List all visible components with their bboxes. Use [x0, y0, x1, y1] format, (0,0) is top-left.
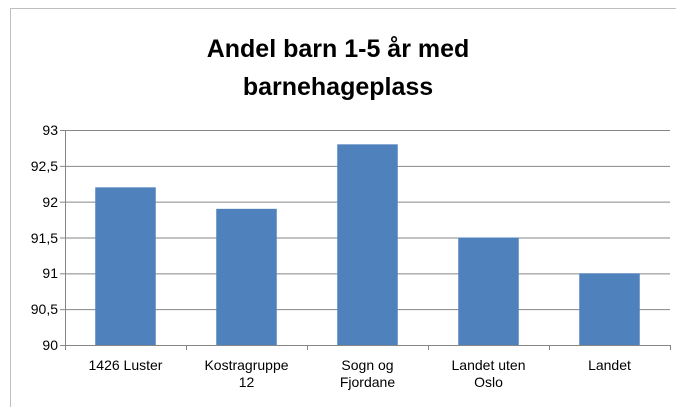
x-tick-label: Landet [588, 357, 631, 373]
bar [216, 208, 277, 345]
y-tick-label: 93 [42, 122, 58, 138]
chart-title: Andel barn 1-5 år med barnehageplass [206, 35, 470, 101]
chart-border [10, 8, 676, 407]
x-tick-label: 1426 Luster [88, 357, 163, 373]
y-tick-label: 90 [42, 337, 58, 353]
bar [579, 273, 640, 345]
x-tick-label: Kostragruppe 12 [204, 357, 289, 390]
bar [95, 187, 156, 345]
y-tick-label: 92 [42, 193, 58, 210]
y-tick-label: 91,5 [30, 229, 58, 246]
y-tick-label: 91 [42, 265, 58, 282]
bar [337, 144, 398, 345]
y-tick-label: 90,5 [30, 301, 58, 318]
x-tick-label: Landet uten Oslo [451, 357, 526, 390]
x-tick-label: Sogn og Fjordane [339, 357, 396, 390]
y-tick-label: 92,5 [30, 157, 58, 174]
bar [458, 237, 519, 345]
